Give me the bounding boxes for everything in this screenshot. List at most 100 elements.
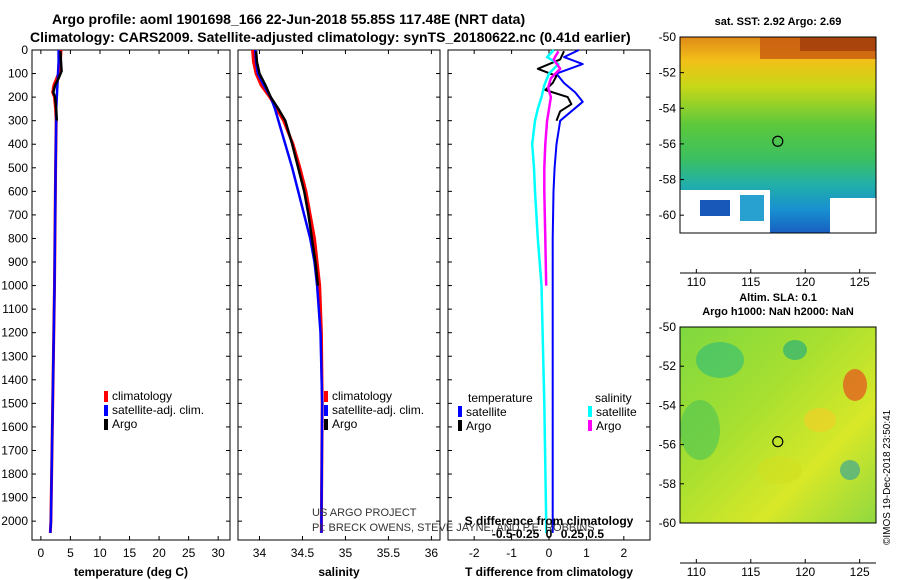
map-y-tick-label: -56 [659, 137, 677, 151]
legend-swatch [324, 405, 328, 416]
temp-legend-title: temperature [468, 391, 533, 405]
temperature-axes-frame [31, 49, 231, 541]
sst-cold-patch-2 [740, 195, 764, 221]
sla-low-blob-3 [680, 400, 720, 460]
sla-map: Altim. SLA: 0.1 Argo h1000: NaN h2000: N… [659, 292, 877, 579]
difference-axes-frame [447, 49, 651, 541]
map-x-tick-label: 110 [687, 275, 706, 289]
map-y-tick-label: -58 [659, 173, 677, 187]
legend-swatch [104, 419, 108, 430]
sal-legend-label: Argo [596, 419, 622, 433]
y-tick-label: 400 [8, 137, 28, 151]
x-axis-label: salinity [318, 565, 360, 579]
x-axis-label: temperature (deg C) [74, 565, 188, 579]
sst-map-axes: 110 115 120 125 -50 -52 -54 -56 -58 -60 [659, 30, 876, 289]
sal-legend-label: satellite [596, 405, 637, 419]
sst-map-frame [679, 36, 877, 234]
x-tick-label: 15 [123, 546, 137, 560]
argo-location-marker [772, 135, 784, 147]
x-tick-label: 30 [211, 546, 225, 560]
x-tick-label: 34 [253, 546, 267, 560]
title-line-2: Climatology: CARS2009. Satellite-adjuste… [30, 29, 631, 45]
map-y-tick-label: -50 [659, 30, 677, 44]
sal-legend-swatch [588, 420, 592, 431]
y-tick-label: 1000 [1, 279, 28, 293]
s-tick-label: 0.25 [561, 527, 585, 541]
sal-legend-title: salinity [595, 391, 632, 405]
temperature-panel: 0100200300400500600700800900100011001200… [1, 43, 231, 579]
y-tick-label: 1100 [2, 302, 28, 316]
series-line-temperature-satellite [551, 49, 584, 533]
argo-location-marker [772, 436, 784, 448]
y-tick-label: 500 [8, 161, 28, 175]
x-tick-label: 0 [38, 546, 45, 560]
legend-label: climatology [112, 389, 172, 403]
y-tick-label: 1800 [1, 467, 28, 481]
temp-legend-label: satellite [466, 405, 507, 419]
sla-map-subtitle: Argo h1000: NaN h2000: NaN [702, 306, 854, 318]
map-y-tick-label: -52 [659, 359, 677, 373]
legend-label: Argo [112, 417, 138, 431]
x-tick-label: -2 [469, 546, 480, 560]
sla-map-title: Altim. SLA: 0.1 [739, 292, 817, 304]
y-tick-label: 1900 [1, 491, 28, 505]
sal-legend-swatch [588, 406, 592, 417]
legend-swatch [324, 391, 328, 402]
y-tick-label: 2000 [1, 514, 28, 528]
sla-mid-blob [804, 408, 836, 432]
legend-label: Argo [332, 417, 358, 431]
sst-cold-patch-1 [700, 200, 730, 216]
map-y-tick-label: -54 [659, 398, 677, 412]
y-tick-label: 600 [8, 184, 28, 198]
legend-label: climatology [332, 389, 392, 403]
y-tick-label: 1300 [1, 349, 28, 363]
salinity-axes-frame [237, 49, 441, 541]
map-y-tick-label: -60 [659, 208, 677, 222]
legend-label: satellite-adj. clim. [332, 403, 424, 417]
y-tick-label: 1400 [1, 373, 28, 387]
sla-low-blob-2 [783, 340, 807, 360]
x-tick-label: 10 [93, 546, 107, 560]
map-y-tick-label: -50 [659, 320, 677, 334]
y-tick-label: 0 [21, 43, 28, 57]
s-tick-label: 0 [546, 527, 553, 541]
x-tick-label: 25 [182, 546, 196, 560]
temp-legend-swatch [458, 420, 462, 431]
sla-field-texture [680, 340, 867, 484]
y-tick-label: 1700 [1, 443, 28, 457]
sla-map-axes: 110 115 120 125 -50 -52 -54 -56 -58 -60 [659, 320, 876, 579]
x-tick-label: 34.5 [291, 546, 315, 560]
sla-mid-blob-2 [758, 456, 802, 484]
title-line-1: Argo profile: aoml 1901698_166 22-Jun-20… [52, 11, 526, 27]
map-x-tick-label: 115 [741, 565, 760, 579]
map-y-tick-label: -60 [659, 516, 677, 530]
series-line-salinity-Argo [543, 50, 562, 286]
salinity-panel: 34 34.5 35 35.5 36 salinity climatologysatelli… [237, 49, 441, 579]
map-x-tick-label: 125 [850, 565, 870, 579]
x-tick-label: 36 [425, 546, 439, 560]
y-tick-label: 1500 [1, 396, 28, 410]
y-tick-label: 200 [8, 90, 28, 104]
s-tick-label: -0.25 [512, 527, 540, 541]
sla-high-blob [843, 369, 867, 401]
project-watermark: US ARGO PROJECT [312, 507, 417, 519]
x-tick-label: 2 [620, 546, 627, 560]
legend-swatch [104, 391, 108, 402]
y-tick-label: 700 [8, 208, 28, 222]
sst-map: sat. SST: 2.92 Argo: 2.69 110 115 120 125 -5… [659, 16, 877, 289]
sst-field-texture [680, 37, 876, 233]
series-line-salinity-satellite [530, 49, 560, 533]
s-tick-label: 0.5 [587, 527, 604, 541]
temp-legend-label: Argo [466, 419, 492, 433]
map-x-tick-label: 120 [795, 565, 815, 579]
legend-swatch [104, 405, 108, 416]
y-tick-label: 900 [8, 255, 28, 269]
y-tick-label: 300 [8, 114, 28, 128]
x-tick-label: 5 [67, 546, 74, 560]
sla-map-frame [679, 326, 877, 524]
sst-hot-patch [800, 37, 876, 51]
sst-map-title: sat. SST: 2.92 Argo: 2.69 [715, 16, 842, 28]
map-y-tick-label: -56 [659, 438, 677, 452]
y-tick-label: 100 [8, 67, 28, 81]
sla-low-blob-4 [840, 460, 860, 480]
